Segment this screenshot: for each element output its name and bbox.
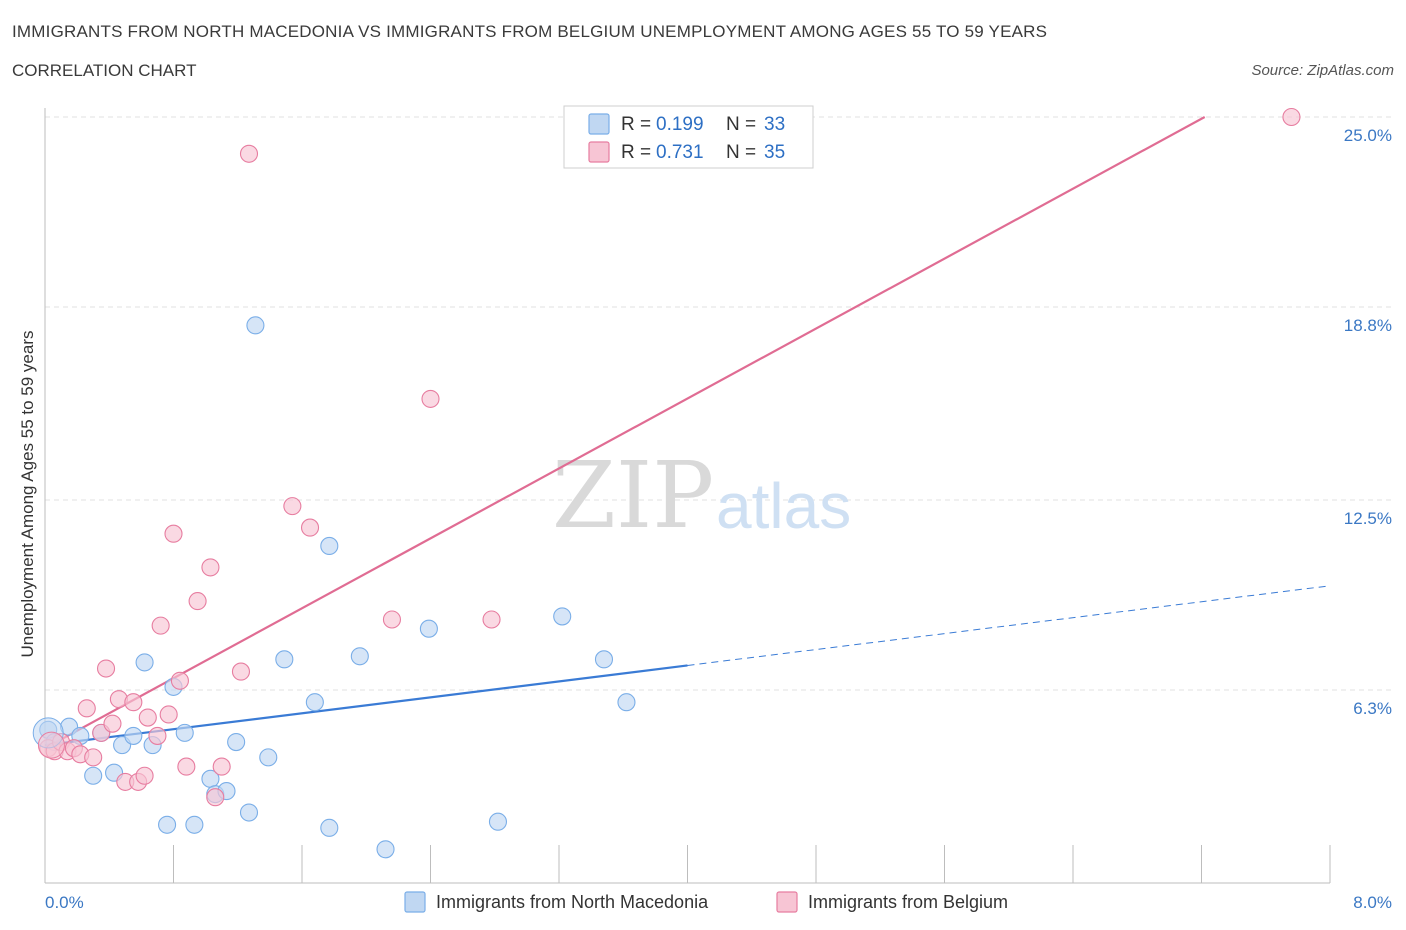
point-s0-31 — [594, 650, 614, 669]
trend-line-dashed-0 — [687, 585, 1331, 666]
point-s0-26 — [350, 647, 369, 666]
point-s0-11 — [158, 815, 177, 834]
point-s1-17 — [148, 726, 167, 745]
series-label-belgium: Immigrants from Belgium — [808, 892, 1008, 912]
legend-swatch-belgium — [588, 141, 610, 163]
y-tick-label-2: 18.8% — [1344, 316, 1392, 335]
x-tick-label-min: 0.0% — [45, 893, 84, 912]
legend-swatch-north-macedonia — [588, 113, 610, 135]
trend-line-1 — [44, 116, 1206, 750]
data-points — [32, 107, 1301, 859]
point-s1-27 — [231, 662, 251, 681]
legend-n-label-2: N = — [726, 142, 756, 163]
point-s1-26 — [212, 757, 231, 776]
point-s1-15 — [135, 766, 154, 785]
point-s1-25 — [206, 788, 225, 807]
legend-n-value-2: 35 — [764, 142, 785, 163]
point-s0-8 — [124, 726, 143, 745]
point-s1-28 — [239, 144, 259, 163]
gridlines — [45, 116, 1392, 691]
point-s1-7 — [84, 748, 103, 767]
point-s1-10 — [103, 714, 122, 733]
point-s0-28 — [419, 619, 438, 638]
point-s1-29 — [283, 497, 302, 516]
point-s1-22 — [177, 757, 196, 776]
point-s1-23 — [188, 592, 207, 611]
point-s1-24 — [201, 558, 220, 577]
point-s0-22 — [275, 650, 294, 669]
source-credit: Source: ZipAtlas.com — [1251, 62, 1394, 79]
point-s0-18 — [227, 733, 246, 752]
point-s0-27 — [376, 840, 395, 859]
trend-lines — [44, 116, 1331, 750]
point-s1-18 — [151, 616, 170, 635]
legend-r-label-1: R = — [621, 114, 651, 135]
point-s1-9 — [96, 659, 116, 678]
legend-n-value-1: 33 — [764, 114, 785, 135]
point-s0-19 — [239, 803, 259, 822]
chart-subtitle: CORRELATION CHART — [12, 61, 197, 80]
watermark: ZIP atlas — [552, 442, 851, 549]
point-s0-20 — [246, 316, 265, 335]
point-s0-25 — [320, 536, 339, 556]
correlation-legend: R = 0.199 N = 33 R = 0.731 N = 35 — [563, 105, 814, 169]
point-s1-16 — [138, 708, 157, 727]
y-tick-label-1: 12.5% — [1344, 509, 1392, 528]
watermark-zip: ZIP — [552, 442, 714, 549]
point-s0-21 — [259, 748, 278, 767]
y-tick-label-0: 6.3% — [1353, 699, 1392, 718]
point-s1-33 — [482, 610, 501, 629]
legend-n-label-1: N = — [726, 114, 756, 135]
point-s0-9 — [135, 653, 154, 672]
chart-title: IMMIGRANTS FROM NORTH MACEDONIA VS IMMIG… — [12, 22, 1048, 41]
point-s1-19 — [159, 705, 178, 724]
legend-r-value-1: 0.199 — [656, 114, 704, 135]
series-swatch-belgium — [776, 891, 798, 913]
series-swatch-north-macedonia — [404, 891, 426, 913]
point-cluster-belgium — [37, 731, 65, 759]
point-s1-31 — [382, 610, 402, 629]
legend-r-label-2: R = — [621, 142, 651, 163]
point-s1-20 — [164, 524, 183, 543]
point-s1-34 — [1282, 107, 1301, 127]
point-s0-30 — [553, 607, 572, 626]
point-s1-13 — [124, 693, 143, 712]
legend-r-value-2: 0.731 — [656, 142, 704, 163]
y-axis-label: Unemployment Among Ages 55 to 59 years — [18, 331, 37, 658]
series-label-north-macedonia: Immigrants from North Macedonia — [436, 892, 709, 912]
x-tick-label-max: 8.0% — [1353, 893, 1392, 912]
point-s0-29 — [488, 812, 508, 831]
watermark-atlas: atlas — [716, 470, 851, 542]
point-s1-6 — [77, 699, 96, 718]
series-legend: Immigrants from North Macedonia Immigran… — [404, 891, 1008, 913]
point-s1-21 — [170, 671, 189, 690]
point-s0-14 — [185, 815, 204, 834]
point-s0-32 — [617, 693, 636, 712]
point-s0-4 — [84, 766, 103, 785]
point-s0-13 — [175, 723, 194, 742]
point-s1-32 — [421, 389, 440, 408]
point-s0-24 — [320, 818, 339, 837]
y-tick-label-3: 25.0% — [1344, 126, 1392, 145]
tick-labels: 6.3% 12.5% 18.8% 25.0% 0.0% 8.0% — [45, 126, 1392, 912]
point-s1-30 — [300, 518, 320, 537]
point-s0-23 — [305, 693, 324, 712]
